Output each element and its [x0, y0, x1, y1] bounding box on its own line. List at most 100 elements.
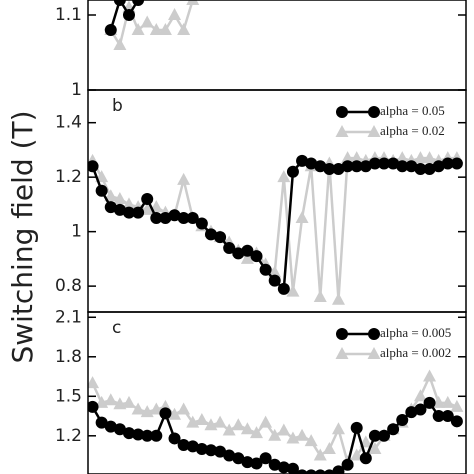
marker [368, 106, 380, 118]
marker [177, 172, 191, 185]
marker [113, 191, 127, 204]
marker [286, 462, 299, 474]
marker [177, 23, 191, 35]
marker [423, 151, 437, 164]
marker [323, 469, 336, 474]
marker [168, 407, 182, 420]
marker [368, 441, 382, 454]
y-tick-label: 1.2 [55, 167, 82, 187]
legend-label: alpha = 0.005 [380, 325, 451, 340]
marker [104, 201, 117, 214]
plot-area [88, 369, 464, 474]
marker [441, 410, 454, 423]
marker [450, 157, 463, 170]
marker [159, 212, 172, 225]
legend-label: alpha = 0.05 [380, 103, 445, 118]
marker [423, 369, 437, 382]
marker [213, 415, 227, 428]
marker [214, 445, 227, 458]
marker [240, 251, 254, 264]
marker [323, 162, 336, 175]
marker [335, 347, 349, 359]
marker [168, 209, 181, 222]
marker [204, 444, 217, 457]
marker [450, 415, 463, 428]
marker [277, 170, 291, 183]
panel-label: b [112, 96, 123, 116]
marker [104, 189, 118, 202]
y-tick-label: 0.8 [55, 276, 82, 296]
marker [168, 8, 182, 20]
marker [322, 441, 336, 454]
legend-label: alpha = 0.02 [380, 123, 445, 138]
marker [432, 395, 446, 408]
marker [104, 24, 117, 36]
marker [314, 160, 327, 173]
marker [268, 265, 282, 278]
marker [413, 389, 427, 402]
marker [432, 410, 445, 423]
marker [331, 422, 345, 435]
marker [331, 292, 345, 305]
y-tick-label: 1.4 [55, 113, 82, 133]
marker [131, 402, 145, 415]
marker [195, 217, 208, 230]
marker [405, 160, 418, 173]
marker [104, 393, 118, 406]
marker [195, 413, 209, 425]
marker [250, 250, 263, 263]
plot-frame [87, 311, 467, 474]
plot-area [104, 0, 200, 50]
marker [332, 162, 345, 175]
marker [368, 328, 380, 340]
marker [177, 212, 190, 225]
marker [441, 157, 454, 170]
marker [158, 23, 172, 35]
marker [259, 415, 273, 428]
marker [277, 461, 290, 474]
panel-label: c [112, 318, 121, 338]
marker [113, 397, 127, 410]
y-tick-label: 1 [71, 80, 82, 100]
marker [132, 0, 145, 6]
marker [223, 449, 236, 462]
marker [336, 328, 348, 340]
marker [314, 469, 327, 474]
marker [231, 418, 245, 431]
marker [104, 420, 117, 433]
marker [177, 402, 191, 415]
legend-label: alpha = 0.002 [380, 345, 451, 360]
marker [313, 290, 327, 303]
marker [341, 160, 354, 173]
marker [378, 157, 391, 170]
marker [177, 439, 190, 452]
marker [305, 469, 318, 474]
marker [368, 157, 381, 170]
marker [214, 231, 227, 244]
marker [286, 284, 300, 297]
marker [350, 421, 363, 434]
marker [413, 151, 427, 164]
y-tick-label: 1.8 [55, 347, 82, 367]
marker [359, 452, 372, 465]
marker [335, 125, 349, 137]
marker [423, 162, 436, 175]
marker [122, 427, 135, 440]
marker [414, 403, 427, 416]
y-tick-label: 1 [71, 222, 82, 242]
marker [141, 429, 154, 442]
y-tick-label: 1.1 [55, 5, 82, 25]
marker [268, 428, 282, 441]
marker [122, 395, 136, 408]
marker [277, 423, 291, 436]
marker [450, 399, 464, 412]
marker [159, 407, 172, 420]
marker [241, 456, 254, 469]
y-tick-label: 2.1 [55, 307, 82, 327]
marker [336, 106, 348, 118]
marker [250, 426, 264, 439]
marker [332, 465, 345, 474]
plot-area [88, 151, 464, 305]
y-tick-label: 1.2 [55, 426, 82, 446]
marker [296, 469, 308, 474]
